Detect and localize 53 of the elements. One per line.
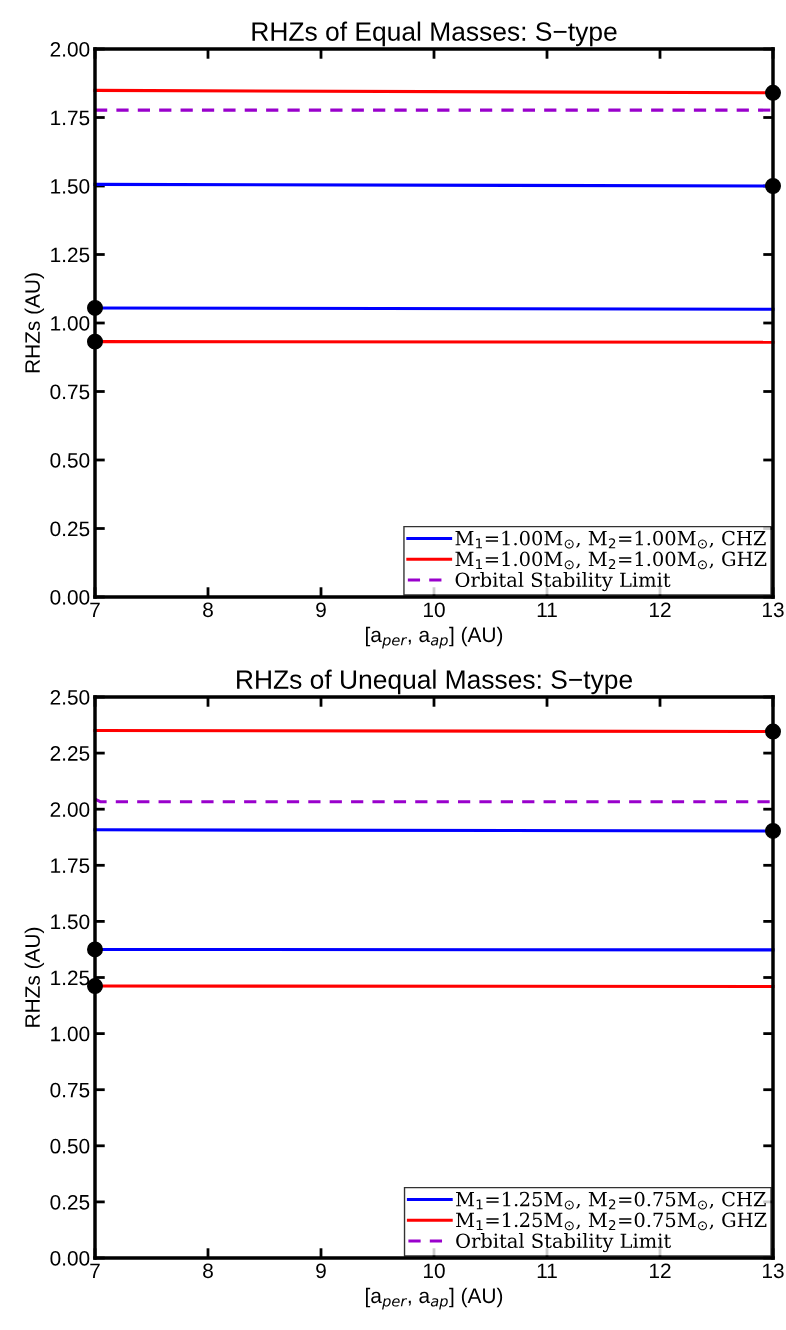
x-tick-label: 9 [316,1263,326,1279]
x-tick-label: 11 [537,1263,557,1278]
chart-title: RHZs of Unequal Masses: S−type [237,669,632,695]
x-axis-title: [a$_{per}$, a$_{ap}$] (AU) [366,626,503,649]
y-tick-label: 1.50 [51,914,90,930]
x-tick-label: 8 [203,1263,213,1279]
chart-title: RHZs of Equal Masses: S−type [252,21,617,47]
y-tick-label: 1.50 [51,179,90,194]
point [765,723,781,740]
x-tick-label: 8 [203,602,213,618]
y-tick-label: 1.75 [51,110,90,126]
y-tick-label: 2.00 [50,802,90,817]
x-tick-label: 10 [424,1263,445,1279]
point [765,822,781,839]
y-tick-label: 0.25 [50,1194,90,1210]
y-axis-title: RHZs (AU) [24,273,45,373]
x-tick-label: 9 [316,602,326,618]
x-tick-label: 12 [650,1263,671,1278]
y-tick-label: 1.75 [51,858,90,874]
y-axis-title: RHZs (AU) [24,927,45,1027]
y-tick-label: 0.00 [50,1251,90,1266]
text: M$_{1}$=1.25M$_{⊙}$, M$_{2}$=0.75M$_{⊙}$, GHZ [456,1212,767,1231]
y-tick-label: 1.00 [51,316,90,331]
x-tick-label: 11 [537,602,557,617]
text: M$_{1}$=1.25M$_{⊙}$, M$_{2}$=0.75M$_{⊙}$, CHZ [456,1191,766,1210]
x-tick-label: 10 [424,602,445,618]
y-tick-label: 0.00 [50,590,90,605]
x-tick-label: 7 [90,1263,100,1278]
y-tick-label: 0.25 [50,521,90,537]
x-axis-title: [a$_{per}$, a$_{ap}$] (AU) [366,1287,503,1310]
point [765,84,781,101]
point [765,178,781,194]
legend-label: Orbital Stability Limit [456,1233,672,1253]
y-tick-label: 2.25 [50,746,90,761]
text: M$_{1}$=1.00M$_{⊙}$, M$_{2}$=1.00M$_{⊙}$, GHZ [455,551,767,570]
y-tick-label: 2.50 [50,690,90,705]
y-tick-label: 0.50 [50,453,90,468]
point [87,299,103,316]
y-tick-label: 0.75 [50,1082,90,1098]
x-tick-label: 7 [90,602,100,617]
x-tick-label: 13 [763,602,784,618]
y-tick-label: 2.00 [50,42,90,57]
y-tick-label: 1.00 [51,1026,90,1042]
legend-label: Orbital Stability Limit [455,572,671,592]
y-tick-label: 0.75 [50,384,90,400]
text: M$_{1}$=1.00M$_{⊙}$, M$_{2}$=1.00M$_{⊙}$, CHZ [455,530,766,549]
y-tick-label: 1.25 [51,247,90,263]
x-tick-label: 12 [650,602,671,617]
y-tick-label: 0.50 [50,1138,90,1154]
y-tick-label: 1.25 [51,970,90,986]
x-tick-label: 13 [763,1263,784,1279]
point [87,333,103,350]
point [87,941,103,958]
